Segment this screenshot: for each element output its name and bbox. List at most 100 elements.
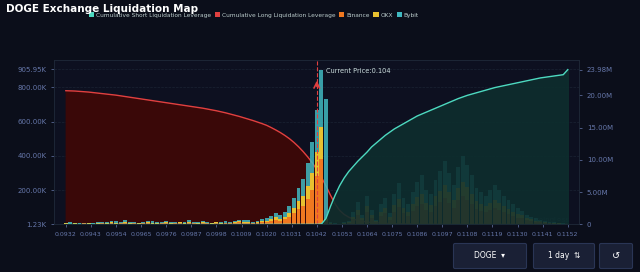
Bar	[397, 199, 401, 207]
Bar	[420, 194, 424, 204]
Bar	[360, 218, 364, 220]
Bar	[356, 210, 360, 215]
Bar	[511, 212, 515, 216]
FancyBboxPatch shape	[600, 243, 632, 268]
Bar	[310, 142, 314, 173]
Bar	[347, 221, 351, 222]
Bar	[424, 210, 428, 224]
Bar	[265, 218, 269, 221]
Bar	[347, 223, 351, 224]
Bar	[374, 221, 378, 222]
Bar	[502, 196, 506, 206]
Bar	[415, 197, 419, 206]
Bar	[260, 222, 264, 224]
Bar	[429, 205, 433, 212]
Bar	[520, 218, 524, 224]
Bar	[324, 219, 328, 221]
Bar	[178, 222, 182, 223]
Bar	[388, 213, 392, 217]
Bar	[438, 191, 442, 202]
Bar	[493, 208, 497, 224]
Bar	[283, 217, 287, 219]
Bar	[73, 223, 77, 224]
Bar	[223, 222, 227, 223]
Bar	[141, 222, 145, 223]
Bar	[543, 222, 547, 223]
Bar	[164, 221, 168, 222]
Bar	[511, 204, 515, 212]
Bar	[169, 222, 173, 223]
Bar	[415, 182, 419, 197]
Bar	[525, 218, 529, 220]
Text: DOGE  ▾: DOGE ▾	[474, 252, 506, 261]
Bar	[370, 218, 374, 224]
Bar	[310, 173, 314, 190]
Bar	[383, 213, 387, 224]
Bar	[205, 223, 209, 224]
Bar	[475, 188, 479, 201]
Bar	[306, 199, 310, 224]
Bar	[365, 212, 369, 224]
Bar	[283, 219, 287, 224]
Bar	[77, 222, 81, 224]
Bar	[150, 223, 154, 224]
Bar	[538, 220, 542, 221]
Bar	[96, 223, 100, 224]
Bar	[370, 215, 374, 218]
Bar	[520, 211, 524, 215]
Bar	[411, 211, 415, 224]
Bar	[173, 222, 177, 223]
Bar	[392, 194, 396, 205]
Bar	[475, 209, 479, 224]
Bar	[82, 223, 86, 224]
Bar	[233, 223, 237, 224]
Bar	[447, 192, 451, 203]
Bar	[525, 220, 529, 224]
Bar	[493, 200, 497, 208]
Bar	[488, 203, 492, 210]
Bar	[443, 185, 447, 198]
Bar	[296, 201, 301, 209]
Bar	[92, 222, 95, 224]
Legend: Cumulative Short Liquidation Leverage, Cumulative Long Liquidation Leverage, Bin: Cumulative Short Liquidation Leverage, C…	[86, 10, 421, 20]
Bar	[438, 202, 442, 224]
Text: coingl⚪ss: coingl⚪ss	[536, 217, 570, 223]
Bar	[383, 208, 387, 213]
Bar	[233, 222, 237, 223]
Bar	[105, 222, 109, 223]
Bar	[456, 188, 460, 200]
Bar	[146, 223, 150, 224]
Bar	[370, 210, 374, 215]
Bar	[328, 222, 332, 223]
Bar	[315, 177, 319, 224]
Bar	[365, 206, 369, 212]
Bar	[100, 223, 104, 224]
Bar	[360, 215, 364, 218]
Bar	[251, 222, 255, 223]
Bar	[292, 213, 296, 224]
Bar	[548, 222, 552, 223]
Bar	[278, 219, 282, 221]
Bar	[196, 222, 200, 223]
Bar	[265, 222, 269, 224]
Bar	[429, 212, 433, 224]
Bar	[146, 221, 150, 222]
Bar	[141, 223, 145, 224]
Bar	[333, 223, 337, 224]
Bar	[488, 190, 492, 203]
Bar	[274, 217, 278, 220]
Bar	[520, 215, 524, 218]
Bar	[443, 161, 447, 185]
Bar	[392, 205, 396, 212]
Bar	[493, 186, 497, 200]
Bar	[379, 216, 383, 224]
Bar	[278, 221, 282, 224]
Bar	[534, 222, 538, 224]
Bar	[397, 207, 401, 224]
Bar	[274, 220, 278, 224]
Bar	[301, 196, 305, 206]
Bar	[114, 223, 118, 224]
Bar	[155, 222, 159, 223]
Bar	[219, 223, 223, 224]
Bar	[242, 223, 246, 224]
